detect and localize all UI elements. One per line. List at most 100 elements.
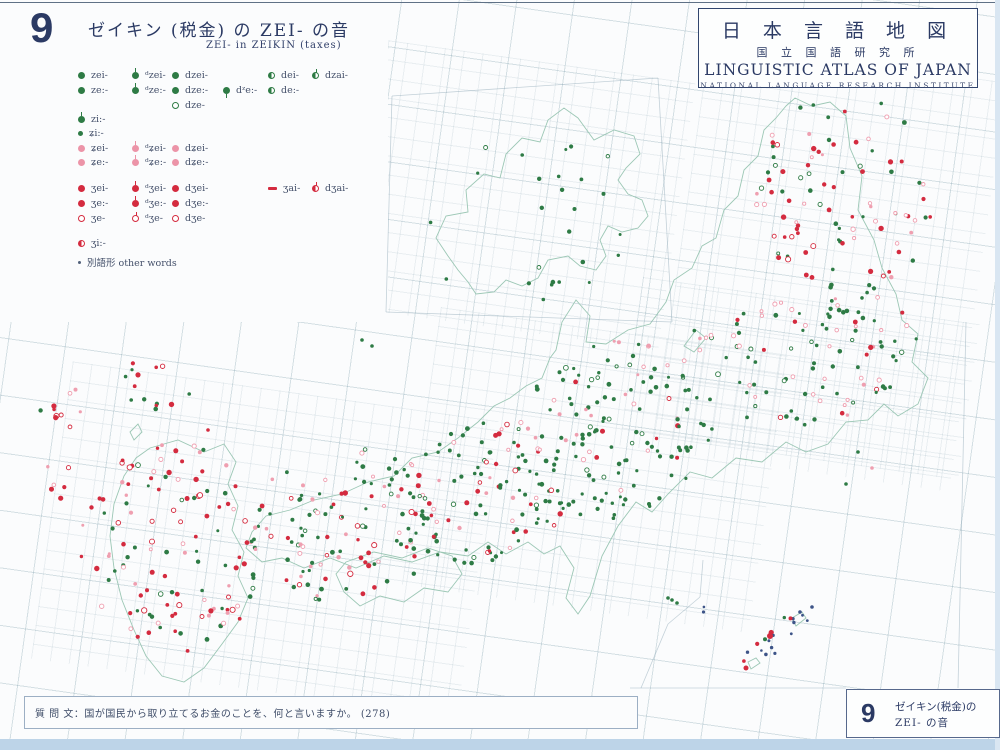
legend-item: dʒei-	[172, 182, 209, 194]
legend-item-label: ᵈze:-	[145, 84, 166, 96]
corner-sheet-number: 9	[861, 698, 876, 728]
legend-item-label: dei-	[281, 69, 299, 81]
dot-marker-icon	[172, 71, 179, 79]
legend-item-label: de:-	[281, 84, 300, 96]
half-marker-icon	[268, 86, 275, 94]
coastline-outline	[109, 439, 249, 683]
legend-item-label: ᵈʒe:-	[145, 197, 167, 209]
dot-marker-icon	[78, 184, 85, 192]
legend-item: ʑei-	[78, 142, 109, 154]
legend-item: dzei-	[172, 70, 208, 81]
legend-item-label: dʑei-	[185, 142, 209, 154]
half-marker-icon	[268, 71, 275, 79]
half-stem-marker-icon	[312, 181, 319, 192]
legend-item: ᵈʑei-	[132, 140, 166, 154]
legend-item: dze-	[172, 99, 205, 111]
corner-title-line2: ZEI- の音	[895, 717, 949, 729]
legend-item: dze:-	[172, 84, 209, 96]
legend-item: zei-	[78, 70, 108, 81]
stem-marker-icon	[132, 140, 139, 152]
coastline-outline	[683, 329, 707, 353]
legend-item-label: dze-	[185, 99, 205, 111]
publisher-title-box: 日 本 言 語 地 図 国 立 国 語 研 究 所 LINGUISTIC ATL…	[698, 8, 978, 90]
dot-marker-icon	[172, 86, 179, 94]
legend-item-label: ʒe:-	[91, 197, 109, 209]
legend-item-label: ᵈʒei-	[145, 182, 167, 194]
dot-marker-icon	[78, 71, 85, 79]
legend-item: de:-	[268, 84, 300, 96]
institute-name-english: NATIONAL LANGUAGE RESEARCH INSTITUTE	[700, 81, 976, 90]
legend-item: ʒe-	[78, 212, 106, 224]
tiny-marker-icon	[78, 260, 81, 264]
legend-item: 別語形 other words	[78, 257, 177, 269]
legend-item: dei-	[268, 69, 299, 81]
survey-question-text: 質 問 文：国が国民から取り立てるお金のことを、何と言いますか。 (278)	[35, 709, 391, 720]
dash-marker-icon	[268, 186, 277, 190]
legend-item: ʑi:-	[78, 128, 104, 139]
legend-item: ʒei-	[78, 182, 109, 194]
legend-item-label: dze:-	[185, 84, 209, 96]
dot-marker-icon	[172, 158, 179, 166]
legend-item: dʑei-	[172, 142, 209, 154]
legend-item: ᵈʑe:-	[132, 154, 166, 168]
atlas-title-japanese: 日 本 言 語 地 図	[721, 20, 955, 42]
dot-marker-icon	[78, 144, 85, 152]
dot-marker-icon	[78, 199, 85, 207]
map-title-japanese: ゼイキン (税金) の ZEI- の音	[88, 21, 351, 41]
stem-marker-icon	[132, 195, 139, 207]
tail-marker-icon	[223, 86, 230, 98]
legend-item-label: ʒe-	[91, 212, 106, 224]
scan-strip-bottom	[0, 739, 1000, 750]
legend-item-label: ᵈʑei-	[145, 142, 166, 154]
coastline-outline	[245, 97, 929, 615]
legend-item: ʒi:-	[78, 237, 106, 249]
legend-item: ʒe:-	[78, 197, 109, 209]
open-stem-marker-icon	[132, 211, 139, 222]
map-sheet-boundary-line	[699, 559, 704, 598]
legend-item-label: ʑei-	[91, 142, 109, 154]
corner-title-box: 9 ゼイキン(税金)の ZEI- の音	[846, 689, 1000, 738]
map-sheet-boundary-line	[667, 596, 701, 625]
open-marker-icon	[78, 214, 85, 222]
map-sheet-boundary-line	[385, 311, 673, 323]
legend-item-label: ʒi:-	[91, 237, 106, 249]
corner-title-line1: ゼイキン(税金)の	[895, 701, 977, 713]
stem-marker-icon	[132, 82, 139, 94]
legend-item-label: ᵈzei-	[145, 69, 166, 81]
open-marker-icon	[172, 101, 179, 109]
map-sheet-boundary-line	[657, 77, 673, 323]
legend-item: ᵈze:-	[132, 82, 166, 96]
legend-item: ᵈʒei-	[132, 180, 167, 194]
coastline-outline	[129, 423, 143, 441]
coastline-outline	[335, 547, 463, 607]
question-box: 質 問 文：国が国民から取り立てるお金のことを、何と言いますか。 (278)	[24, 696, 638, 729]
legend-item: ᵈʒe:-	[132, 195, 167, 209]
map-sheet-boundary-line	[385, 95, 393, 313]
legend-item: dʒe:-	[172, 198, 208, 209]
legend-item-label: ʑe:-	[91, 156, 109, 168]
stem-marker-icon	[78, 111, 85, 123]
legend-item: dᶻe:-	[223, 85, 257, 98]
half-stem-marker-icon	[312, 68, 319, 79]
map-sheet-boundary-line	[391, 77, 659, 97]
legend-item: dʒe-	[172, 212, 206, 224]
legend-item: dʑe:-	[172, 156, 209, 168]
dot-marker-icon	[172, 184, 179, 192]
legend-item-label: dʑe:-	[185, 156, 209, 168]
legend-item-label: ze:-	[91, 84, 109, 96]
institute-name-japanese: 国 立 国 語 研 究 所	[756, 46, 920, 59]
stem-marker-icon	[132, 154, 139, 166]
legend-item-label: dʒei-	[185, 182, 209, 194]
legend-item-label: ʒai-	[283, 182, 301, 194]
legend-item: dʒai-	[312, 181, 348, 194]
legend-item-label: ᵈʒe-	[145, 212, 163, 224]
dialect-dots-layer	[38, 101, 932, 671]
legend-item-label: ʒei-	[91, 182, 109, 194]
coastline-outline	[747, 657, 761, 670]
legend-item-label: dʒe-	[185, 212, 206, 224]
legend-item: ze:-	[78, 84, 109, 96]
page-border-top	[0, 2, 1000, 3]
legend-item: ᵈʒe-	[132, 211, 163, 224]
